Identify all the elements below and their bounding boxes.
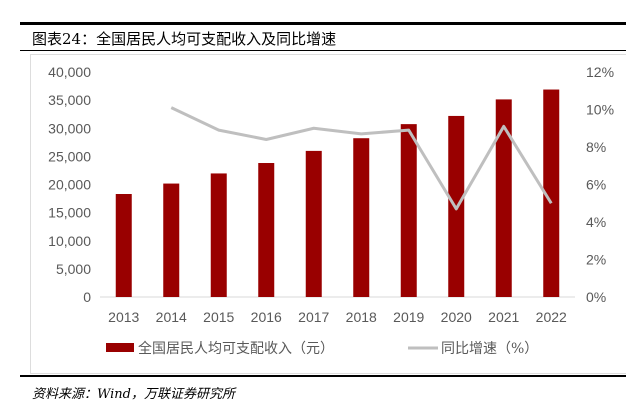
bar-2017: [305, 150, 322, 297]
top-rule: [20, 22, 626, 25]
bottom-rule: [20, 375, 626, 377]
x-tick-label: 2020: [441, 309, 472, 325]
bar-2021: [495, 99, 512, 297]
y-right-tick-label: 0%: [586, 289, 606, 305]
y-left-tick-label: 10,000: [48, 233, 91, 249]
y-left-tick-label: 35,000: [48, 92, 91, 108]
bar-2014: [163, 183, 180, 297]
x-tick-label: 2018: [346, 309, 377, 325]
bar-2015: [210, 173, 227, 297]
title-rule: [20, 50, 626, 51]
x-tick-label: 2019: [393, 309, 424, 325]
y-right-tick-label: 8%: [586, 139, 606, 155]
chart-title: 图表24：全国居民人均可支配收入及同比增速: [32, 30, 337, 48]
x-tick-label: 2014: [156, 309, 187, 325]
y-right-tick-label: 4%: [586, 214, 606, 230]
y-right-tick-label: 12%: [586, 64, 614, 80]
bar-2022: [543, 89, 560, 297]
y-right-tick-label: 2%: [586, 252, 606, 268]
y-left-tick-label: 0: [83, 289, 91, 305]
y-left-tick-label: 5,000: [56, 261, 91, 277]
y-left-tick-label: 20,000: [48, 177, 91, 193]
legend-bar-label: 全国居民人均可支配收入（元）: [138, 340, 334, 357]
y-left-tick-label: 40,000: [48, 64, 91, 80]
x-tick-label: 2015: [203, 309, 234, 325]
source-note: 资料来源：Wind，万联证券研究所: [32, 387, 235, 402]
x-tick-label: 2017: [298, 309, 329, 325]
bar-2013: [115, 194, 132, 297]
y-right-tick-label: 10%: [586, 102, 614, 118]
legend-line-label: 同比增速（%）: [441, 341, 538, 357]
legend-bar-swatch: [106, 343, 134, 352]
x-tick-label: 2016: [251, 309, 282, 325]
bar-2016: [258, 163, 275, 297]
chart-frame: [30, 54, 626, 374]
y-left-tick-label: 30,000: [48, 120, 91, 136]
x-tick-label: 2022: [536, 309, 567, 325]
y-left-tick-label: 15,000: [48, 205, 91, 221]
x-tick-label: 2021: [488, 309, 519, 325]
y-right-tick-label: 6%: [586, 177, 606, 193]
x-tick-label: 2013: [108, 309, 139, 325]
bar-2018: [353, 138, 370, 297]
y-left-tick-label: 25,000: [48, 148, 91, 164]
bar-2019: [400, 124, 417, 297]
